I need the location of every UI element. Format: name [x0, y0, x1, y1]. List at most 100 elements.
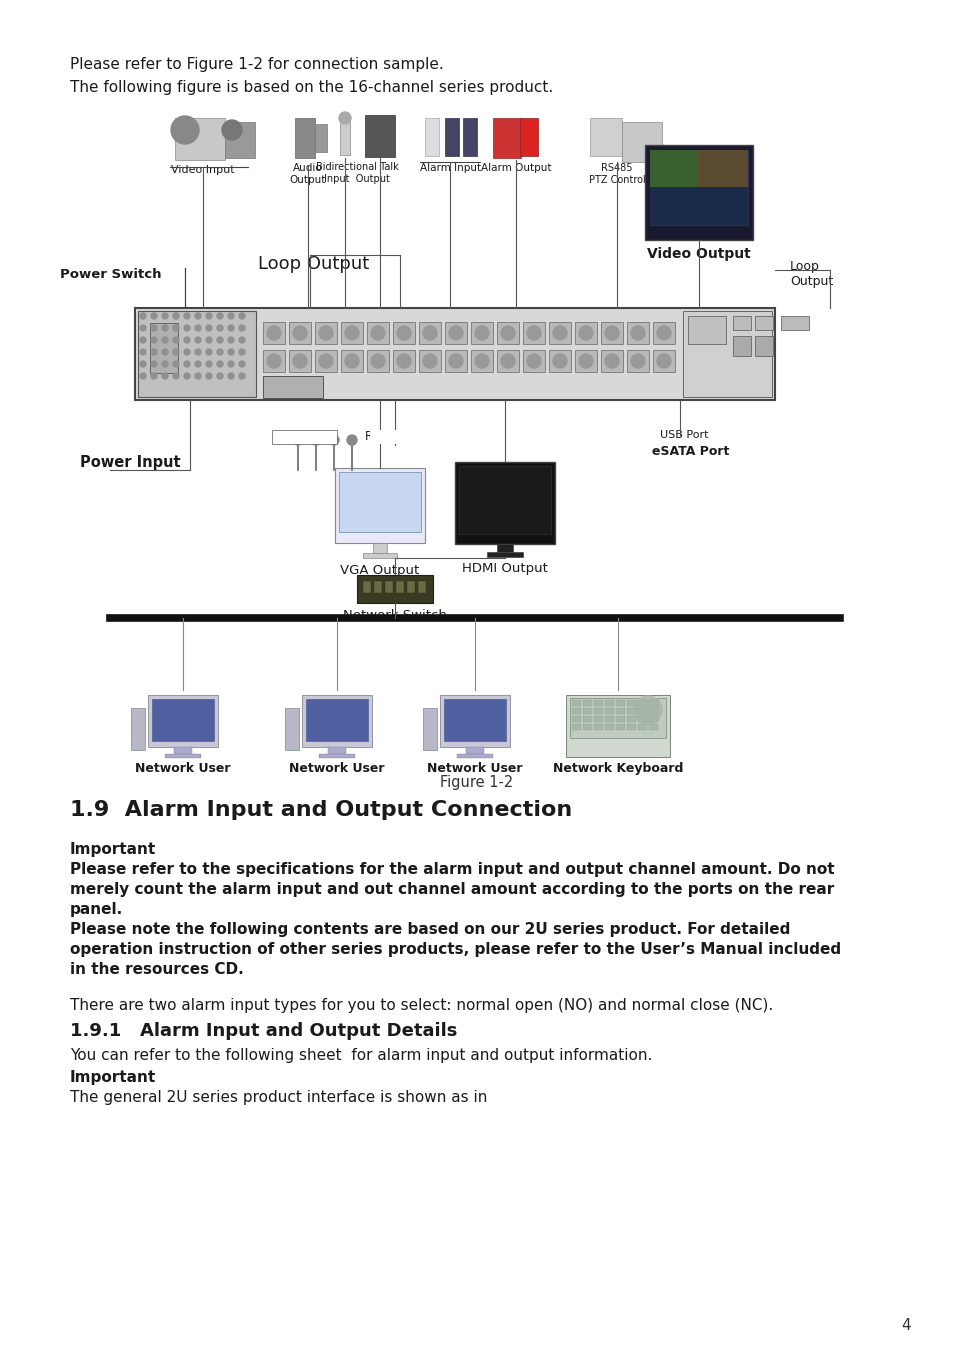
Circle shape	[630, 325, 644, 340]
Circle shape	[318, 325, 333, 340]
Bar	[418, 323, 440, 344]
Bar	[648, 707, 658, 714]
Bar	[263, 350, 285, 373]
Text: Power Input: Power Input	[80, 455, 180, 470]
Bar	[135, 308, 774, 400]
Bar	[289, 323, 311, 344]
Bar	[575, 323, 597, 344]
Text: merely count the alarm input and out channel amount according to the ports on th: merely count the alarm input and out cha…	[70, 882, 833, 896]
Bar	[582, 716, 592, 722]
Circle shape	[228, 338, 233, 343]
Bar	[285, 707, 298, 751]
Text: 4: 4	[901, 1318, 910, 1332]
Bar	[497, 350, 518, 373]
Bar	[649, 150, 747, 225]
Circle shape	[162, 360, 168, 367]
Bar	[652, 323, 675, 344]
Bar	[754, 336, 772, 356]
Circle shape	[140, 325, 146, 331]
Circle shape	[172, 313, 179, 319]
Circle shape	[162, 313, 168, 319]
Text: 1.9.1   Alarm Input and Output Details: 1.9.1 Alarm Input and Output Details	[70, 1022, 456, 1040]
Text: in the resources CD.: in the resources CD.	[70, 963, 244, 977]
Circle shape	[184, 373, 190, 379]
Bar	[582, 724, 592, 730]
Bar	[497, 323, 518, 344]
Bar	[604, 716, 614, 722]
Circle shape	[228, 313, 233, 319]
Bar	[638, 724, 646, 730]
Text: Power Switch: Power Switch	[60, 269, 161, 281]
Bar	[365, 115, 395, 157]
Circle shape	[222, 120, 242, 140]
Circle shape	[239, 325, 245, 331]
Bar	[165, 755, 201, 757]
Bar	[575, 350, 597, 373]
Bar	[471, 323, 493, 344]
Bar	[648, 701, 658, 706]
Bar	[652, 350, 675, 373]
Bar	[367, 350, 389, 373]
Circle shape	[338, 112, 351, 124]
Bar	[314, 323, 336, 344]
Text: Network User: Network User	[289, 761, 384, 775]
Circle shape	[371, 325, 385, 340]
Circle shape	[293, 354, 307, 369]
Bar	[173, 747, 192, 755]
Circle shape	[151, 350, 157, 355]
Text: eSATA Port: eSATA Port	[651, 446, 729, 458]
Text: The general 2U series product interface is shown as in: The general 2U series product interface …	[70, 1089, 487, 1106]
Text: Audio Input: Audio Input	[274, 432, 327, 441]
Bar	[589, 117, 621, 157]
Bar	[335, 468, 424, 543]
Bar	[486, 552, 522, 558]
Circle shape	[172, 373, 179, 379]
Text: Network User: Network User	[427, 761, 522, 775]
Circle shape	[239, 350, 245, 355]
Circle shape	[162, 338, 168, 343]
Text: Video Output: Video Output	[646, 247, 750, 261]
Circle shape	[151, 325, 157, 331]
Bar	[626, 350, 648, 373]
Text: Network Keyboard: Network Keyboard	[552, 761, 682, 775]
Bar	[418, 350, 440, 373]
Circle shape	[228, 325, 233, 331]
Bar	[338, 472, 420, 532]
Text: HDMI Output: HDMI Output	[461, 562, 547, 575]
Bar	[616, 701, 624, 706]
Circle shape	[140, 338, 146, 343]
Bar	[456, 755, 493, 757]
Bar	[682, 310, 771, 397]
Bar	[395, 580, 403, 593]
Bar	[626, 724, 636, 730]
Circle shape	[206, 313, 212, 319]
Bar	[363, 580, 371, 593]
Bar	[600, 350, 622, 373]
Circle shape	[162, 373, 168, 379]
Circle shape	[578, 325, 593, 340]
Circle shape	[194, 360, 201, 367]
Circle shape	[151, 373, 157, 379]
Circle shape	[140, 313, 146, 319]
Circle shape	[475, 354, 489, 369]
Bar	[393, 350, 415, 373]
Circle shape	[657, 325, 670, 340]
Circle shape	[329, 435, 338, 446]
Circle shape	[206, 338, 212, 343]
Bar	[263, 323, 285, 344]
Circle shape	[657, 354, 670, 369]
Bar	[302, 695, 372, 747]
Bar	[439, 695, 510, 747]
Circle shape	[140, 350, 146, 355]
Circle shape	[151, 360, 157, 367]
Circle shape	[449, 354, 462, 369]
Text: Audio
Output: Audio Output	[290, 163, 326, 185]
Circle shape	[293, 325, 307, 340]
Text: You can refer to the following sheet  for alarm input and output information.: You can refer to the following sheet for…	[70, 1048, 652, 1062]
Circle shape	[184, 325, 190, 331]
Bar	[465, 747, 483, 755]
Bar	[328, 747, 346, 755]
Circle shape	[500, 354, 515, 369]
Bar	[572, 724, 580, 730]
Bar	[519, 117, 537, 157]
